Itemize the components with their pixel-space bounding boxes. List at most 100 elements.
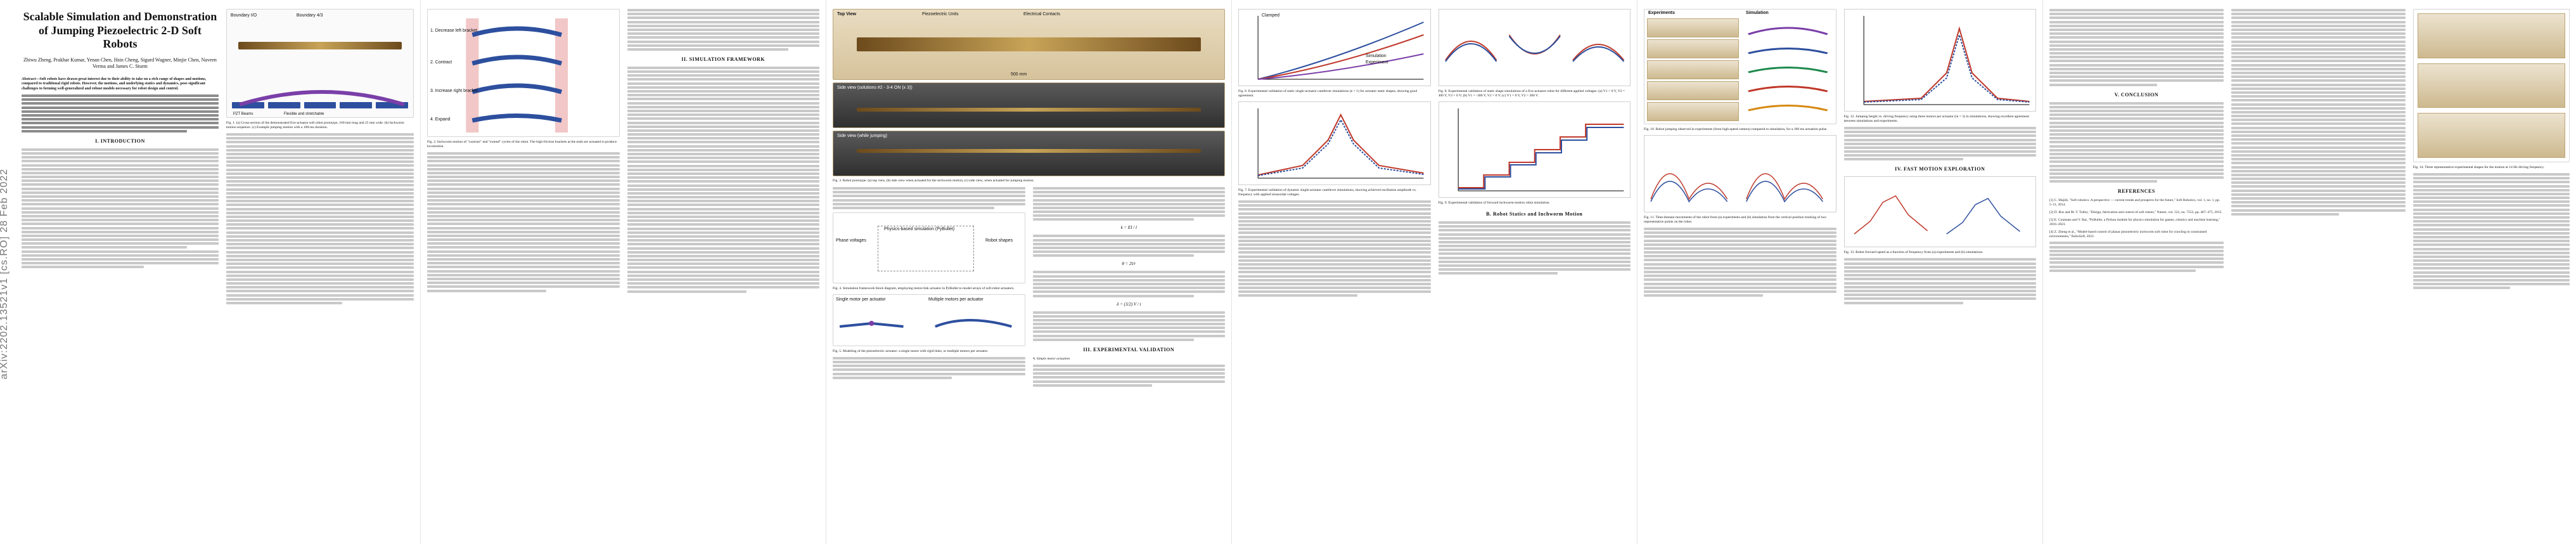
section-references: REFERENCES [2118, 188, 2155, 195]
equation-2: θ = 2l/r [1122, 261, 1136, 267]
fig13-plots [1854, 195, 2020, 235]
fig10-label-simulation: Simulation [1746, 11, 1769, 15]
fig2-inchworm-sequence [466, 18, 568, 133]
figure-7 [1238, 101, 1431, 185]
arxiv-identifier: arXiv:2202.13521v1 [cs.RO] 28 Feb 2022 [0, 168, 10, 380]
subsection-simple-actuation: A. Simple motor actuation [1032, 356, 1070, 361]
section-experimental-validation: III. EXPERIMENTAL VALIDATION [1083, 346, 1175, 353]
fig5-links [839, 318, 1012, 328]
page3-col2-body-e [1032, 364, 1225, 387]
fig12-plot [1863, 16, 2030, 105]
fig1-legend-flexible: Flexible and stretchable [283, 112, 324, 116]
fig3-label-contacts: Electrical Contacts [1023, 12, 1060, 16]
figure-2: 1. Decrease left bracket 2. Contract 3. … [427, 9, 620, 137]
fig4-sim-block: Physics-based simulation (PyBullet) [884, 226, 955, 231]
reference-4: [4] Z. Zheng et al., "Model-based contro… [2049, 230, 2207, 238]
section-simulation-framework: II. SIMULATION FRAMEWORK [681, 56, 766, 62]
page-5: Experiments Simulation Fig. 10. Robot ju… [1637, 0, 2043, 544]
arxiv-sidebar: arXiv:2202.13521v1 [cs.RO] 28 Feb 2022 [0, 0, 15, 544]
fig2-step-expand: 4. Expand [430, 117, 451, 122]
page6-col1-body-a [2049, 9, 2224, 86]
fig1-jump-curve [239, 90, 405, 107]
page4-col1-body [1238, 200, 1431, 297]
fig10-label-experiments: Experiments [1648, 11, 1676, 15]
fig5-multiple-motors: Multiple motors per actuator [928, 297, 984, 302]
page5-col2-body-a [1843, 126, 2036, 161]
fig6-plot [1257, 16, 1424, 80]
pzt-actuators-diagram [231, 102, 408, 108]
reference-2: [2] D. Rus and M. T. Tolley, "Design, fa… [2049, 210, 2222, 215]
figure-9-caption: Fig. 9. Experimental validation of forwa… [1438, 200, 1550, 205]
page-6: V. CONCLUSION REFERENCES [1] C. Majidi, … [2043, 0, 2576, 544]
equation-3: δ = (3/2) V / t [1117, 301, 1141, 307]
figure-12 [1843, 9, 2036, 112]
figure-3-caption: Fig. 3. Robot prototype: (a) top view, (… [833, 179, 1034, 183]
figure-14-caption: Fig. 14. Three representative experiment… [2413, 165, 2545, 169]
equation-1: k = EI / l [1120, 225, 1137, 231]
figure-10: Experiments Simulation [1644, 9, 1836, 124]
fig6-label-clamped: Clamped [1262, 13, 1280, 18]
figure-4: Phase voltages Physics-based simulation … [833, 212, 1025, 283]
page4-col2-body [1438, 221, 1631, 275]
introduction-body [22, 148, 219, 269]
fig3-label-side-view: Side view (solutions #2 - 3-4 ON (x 3)) [837, 86, 913, 90]
page-1: Scalable Simulation and Demonstration of… [15, 0, 421, 544]
fig1-label-boundary-io: Boundary I/O [230, 13, 257, 18]
figure-11-caption: Fig. 11. Time-domain movements of the ro… [1644, 215, 1826, 224]
figure-8-caption: Fig. 8. Experimental validation of stati… [1438, 89, 1625, 98]
fig2-step-decrease-left: 1. Decrease left bracket [430, 29, 477, 33]
figure-11 [1644, 134, 1836, 212]
fig7-plot [1257, 108, 1424, 179]
section-fast-motion: IV. FAST MOTION EXPLORATION [1895, 166, 1985, 172]
page-4: Clamped Simulation Experiment Fig. 6. Ex… [1232, 0, 1637, 544]
fig3-label-jumping: Side view (while jumping) [837, 134, 887, 138]
figure-12-caption: Fig. 12. Jumping height vs. driving freq… [1843, 115, 2030, 123]
fig4-robot-shapes: Robot shapes [985, 238, 1013, 243]
figure-8 [1438, 9, 1631, 86]
fig2-step-contract: 2. Contract [430, 60, 452, 65]
figure-13 [1843, 176, 2036, 248]
figure-5: Single motor per actuator Multiple motor… [833, 294, 1025, 346]
fig8-plots [1444, 34, 1624, 62]
figure-3c-jumping: Side view (while jumping) [833, 131, 1225, 176]
figure-9 [1438, 101, 1631, 198]
fig2-step-increase-right: 3. Increase right bracket [430, 89, 478, 93]
page2-col2-body-top [627, 9, 819, 51]
paper-authors: Zhiwu Zheng, Prakhar Kumar, Yenan Chen, … [23, 56, 217, 70]
page3-col2-body-b [1032, 235, 1225, 257]
fig3-label-top-view: Top View [837, 12, 857, 16]
page6-col2-refs [2231, 9, 2406, 216]
fig1-label-boundary-43: Boundary 4/3 [296, 13, 323, 18]
fig4-phase-voltages: Phase voltages [836, 238, 866, 243]
paper-title: Scalable Simulation and Demonstration of… [23, 10, 217, 51]
page3-col1-body [833, 186, 1025, 209]
page1-col2-body [226, 133, 414, 305]
figure-6: Clamped Simulation Experiment [1238, 9, 1431, 86]
page2-col1-body [427, 152, 620, 292]
figure-4-caption: Fig. 4. Simulation framework block diagr… [833, 286, 1015, 290]
figure-10-caption: Fig. 10. Robot jumping observed in exper… [1644, 127, 1828, 131]
fig11-plots [1650, 173, 1824, 203]
fig3-label-piezo-units: Piezoelectric Units [922, 12, 959, 16]
figure-2-caption: Fig. 2. Inchworm motion of "contract" an… [427, 140, 617, 148]
fig6-legend-experiment: Experiment [1366, 60, 1388, 65]
section-conclusion: V. CONCLUSION [2114, 91, 2159, 98]
abstract-body [22, 94, 219, 133]
page3-col2-body-c [1032, 271, 1225, 297]
figure-6-caption: Fig. 6. Experimental validation of stati… [1238, 89, 1418, 98]
page3-col2-body-d [1032, 311, 1225, 341]
section-introduction: I. INTRODUCTION [95, 138, 145, 144]
reference-1: [1] C. Majidi, "Soft robotics: A perspec… [2049, 198, 2220, 207]
page6-col1-body-b [2049, 101, 2224, 183]
section-conclusion-stub: B. Robot Statics and Inchworm Motion [1486, 210, 1583, 217]
abstract: Abstract—Soft robots have drawn great in… [22, 77, 207, 91]
page2-col2-body [627, 66, 819, 293]
fig9-plot [1458, 108, 1624, 191]
page6-col3-body [2413, 172, 2570, 290]
page3-col2-body [1032, 186, 1225, 221]
figure-1: Boundary I/O Boundary 4/3 PZT Beams Flex… [226, 9, 414, 118]
page-3: Top View Piezoelectric Units Electrical … [826, 0, 1232, 544]
figure-14 [2413, 9, 2570, 162]
fig10-sim-shapes [1747, 27, 1828, 112]
page-2: 1. Decrease left bracket 2. Contract 3. … [421, 0, 826, 544]
